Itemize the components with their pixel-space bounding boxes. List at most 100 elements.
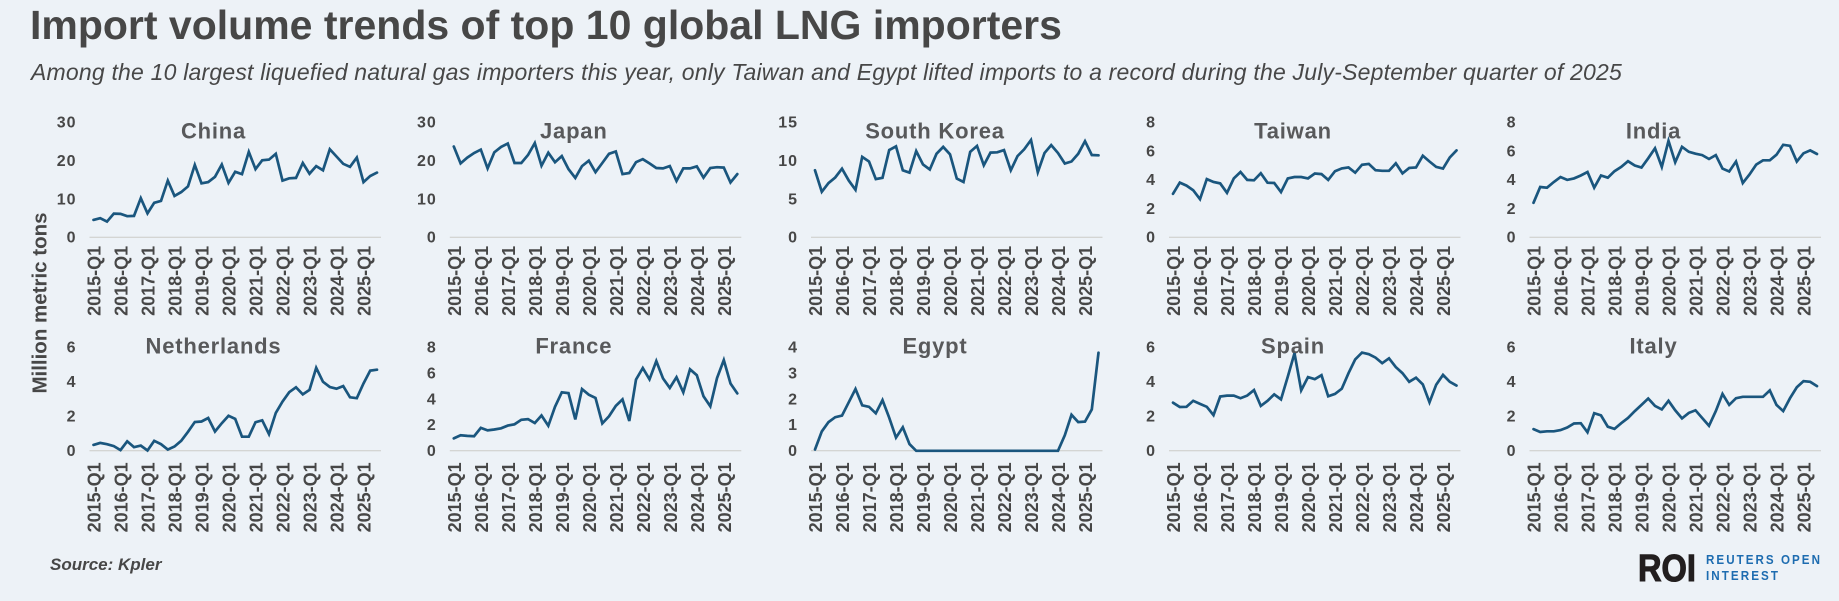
svg-text:2020-Q1: 2020-Q1	[580, 462, 600, 532]
svg-text:2024-Q1: 2024-Q1	[328, 246, 348, 316]
svg-text:2018-Q1: 2018-Q1	[887, 246, 907, 316]
svg-text:2023-Q1: 2023-Q1	[1380, 246, 1400, 316]
svg-text:2018-Q1: 2018-Q1	[166, 246, 186, 316]
svg-text:2020-Q1: 2020-Q1	[1299, 462, 1319, 532]
svg-text:2022-Q1: 2022-Q1	[1714, 462, 1734, 532]
svg-text:2020-Q1: 2020-Q1	[1299, 246, 1319, 316]
svg-text:2016-Q1: 2016-Q1	[1191, 462, 1211, 532]
svg-text:2016-Q1: 2016-Q1	[1552, 246, 1572, 316]
svg-text:France: France	[535, 334, 612, 359]
svg-text:2023-Q1: 2023-Q1	[661, 462, 681, 532]
svg-text:2016-Q1: 2016-Q1	[1552, 462, 1572, 532]
svg-text:6: 6	[1507, 340, 1517, 357]
svg-text:2021-Q1: 2021-Q1	[607, 462, 627, 532]
svg-text:8: 8	[427, 340, 437, 357]
svg-text:2025-Q1: 2025-Q1	[1795, 462, 1815, 532]
svg-text:2018-Q1: 2018-Q1	[887, 462, 907, 532]
svg-text:0: 0	[427, 230, 437, 247]
svg-text:6: 6	[1146, 340, 1156, 357]
svg-text:2025-Q1: 2025-Q1	[1795, 246, 1815, 316]
svg-text:4: 4	[1507, 374, 1517, 391]
svg-text:20: 20	[57, 153, 77, 170]
svg-text:2015-Q1: 2015-Q1	[1164, 462, 1184, 532]
svg-text:2019-Q1: 2019-Q1	[1633, 462, 1653, 532]
svg-text:2020-Q1: 2020-Q1	[941, 462, 961, 532]
svg-text:6: 6	[67, 340, 77, 357]
svg-text:2: 2	[1146, 409, 1156, 426]
svg-text:2: 2	[1507, 409, 1517, 426]
svg-text:2017-Q1: 2017-Q1	[499, 246, 519, 316]
svg-text:2015-Q1: 2015-Q1	[806, 246, 826, 316]
svg-text:2015-Q1: 2015-Q1	[1525, 462, 1545, 532]
svg-text:4: 4	[788, 340, 798, 357]
svg-text:0: 0	[67, 443, 77, 460]
svg-text:ROI: ROI	[1638, 548, 1696, 590]
svg-text:2023-Q1: 2023-Q1	[1022, 246, 1042, 316]
svg-text:2017-Q1: 2017-Q1	[1218, 246, 1238, 316]
svg-text:2020-Q1: 2020-Q1	[220, 246, 240, 316]
svg-text:2020-Q1: 2020-Q1	[1660, 246, 1680, 316]
svg-text:2020-Q1: 2020-Q1	[580, 246, 600, 316]
svg-text:2022-Q1: 2022-Q1	[274, 246, 294, 316]
svg-text:0: 0	[788, 443, 798, 460]
svg-text:2018-Q1: 2018-Q1	[526, 246, 546, 316]
svg-text:2016-Q1: 2016-Q1	[472, 462, 492, 532]
svg-text:2019-Q1: 2019-Q1	[553, 462, 573, 532]
svg-text:5: 5	[788, 191, 798, 208]
svg-text:2022-Q1: 2022-Q1	[634, 246, 654, 316]
svg-text:2: 2	[427, 417, 437, 434]
svg-text:2019-Q1: 2019-Q1	[1633, 246, 1653, 316]
svg-text:2024-Q1: 2024-Q1	[688, 462, 708, 532]
svg-text:8: 8	[1507, 115, 1517, 132]
svg-text:Import volume trends of top 10: Import volume trends of top 10 global LN…	[30, 2, 1062, 48]
svg-text:30: 30	[417, 115, 437, 132]
svg-text:2023-Q1: 2023-Q1	[1022, 462, 1042, 532]
svg-text:0: 0	[1146, 230, 1156, 247]
svg-text:2023-Q1: 2023-Q1	[301, 462, 321, 532]
svg-text:2022-Q1: 2022-Q1	[274, 462, 294, 532]
svg-text:2019-Q1: 2019-Q1	[193, 246, 213, 316]
svg-text:6: 6	[427, 366, 437, 383]
svg-text:2015-Q1: 2015-Q1	[1525, 246, 1545, 316]
svg-text:INTEREST: INTEREST	[1706, 569, 1780, 583]
svg-text:2015-Q1: 2015-Q1	[85, 246, 105, 316]
svg-text:2018-Q1: 2018-Q1	[526, 462, 546, 532]
svg-text:2020-Q1: 2020-Q1	[220, 462, 240, 532]
svg-text:2024-Q1: 2024-Q1	[1768, 246, 1788, 316]
svg-text:2025-Q1: 2025-Q1	[355, 246, 375, 316]
svg-text:20: 20	[417, 153, 437, 170]
svg-text:2022-Q1: 2022-Q1	[1353, 462, 1373, 532]
svg-text:2023-Q1: 2023-Q1	[661, 246, 681, 316]
svg-text:10: 10	[778, 153, 798, 170]
svg-text:2016-Q1: 2016-Q1	[1191, 246, 1211, 316]
svg-text:2023-Q1: 2023-Q1	[1741, 246, 1761, 316]
svg-text:2022-Q1: 2022-Q1	[995, 462, 1015, 532]
svg-text:3: 3	[788, 366, 798, 383]
svg-text:2016-Q1: 2016-Q1	[472, 246, 492, 316]
svg-text:2015-Q1: 2015-Q1	[1164, 246, 1184, 316]
svg-text:2: 2	[1146, 201, 1156, 218]
svg-text:4: 4	[427, 391, 437, 408]
svg-text:2019-Q1: 2019-Q1	[1272, 462, 1292, 532]
svg-text:0: 0	[1146, 443, 1156, 460]
svg-text:2024-Q1: 2024-Q1	[1407, 462, 1427, 532]
svg-text:Egypt: Egypt	[902, 334, 967, 359]
svg-text:2021-Q1: 2021-Q1	[968, 462, 988, 532]
svg-text:0: 0	[788, 230, 798, 247]
svg-text:2: 2	[788, 391, 798, 408]
svg-text:1: 1	[788, 417, 798, 434]
svg-text:2025-Q1: 2025-Q1	[1076, 246, 1096, 316]
svg-text:2020-Q1: 2020-Q1	[1660, 462, 1680, 532]
svg-text:2024-Q1: 2024-Q1	[1049, 246, 1069, 316]
svg-text:2024-Q1: 2024-Q1	[1768, 462, 1788, 532]
svg-text:2017-Q1: 2017-Q1	[499, 462, 519, 532]
svg-text:2017-Q1: 2017-Q1	[1218, 462, 1238, 532]
svg-text:4: 4	[1146, 374, 1156, 391]
svg-text:2021-Q1: 2021-Q1	[1687, 246, 1707, 316]
svg-text:2018-Q1: 2018-Q1	[1245, 246, 1265, 316]
svg-text:8: 8	[1146, 115, 1156, 132]
svg-text:2018-Q1: 2018-Q1	[166, 462, 186, 532]
svg-text:2021-Q1: 2021-Q1	[607, 246, 627, 316]
svg-text:0: 0	[1507, 230, 1517, 247]
svg-text:6: 6	[1146, 143, 1156, 160]
